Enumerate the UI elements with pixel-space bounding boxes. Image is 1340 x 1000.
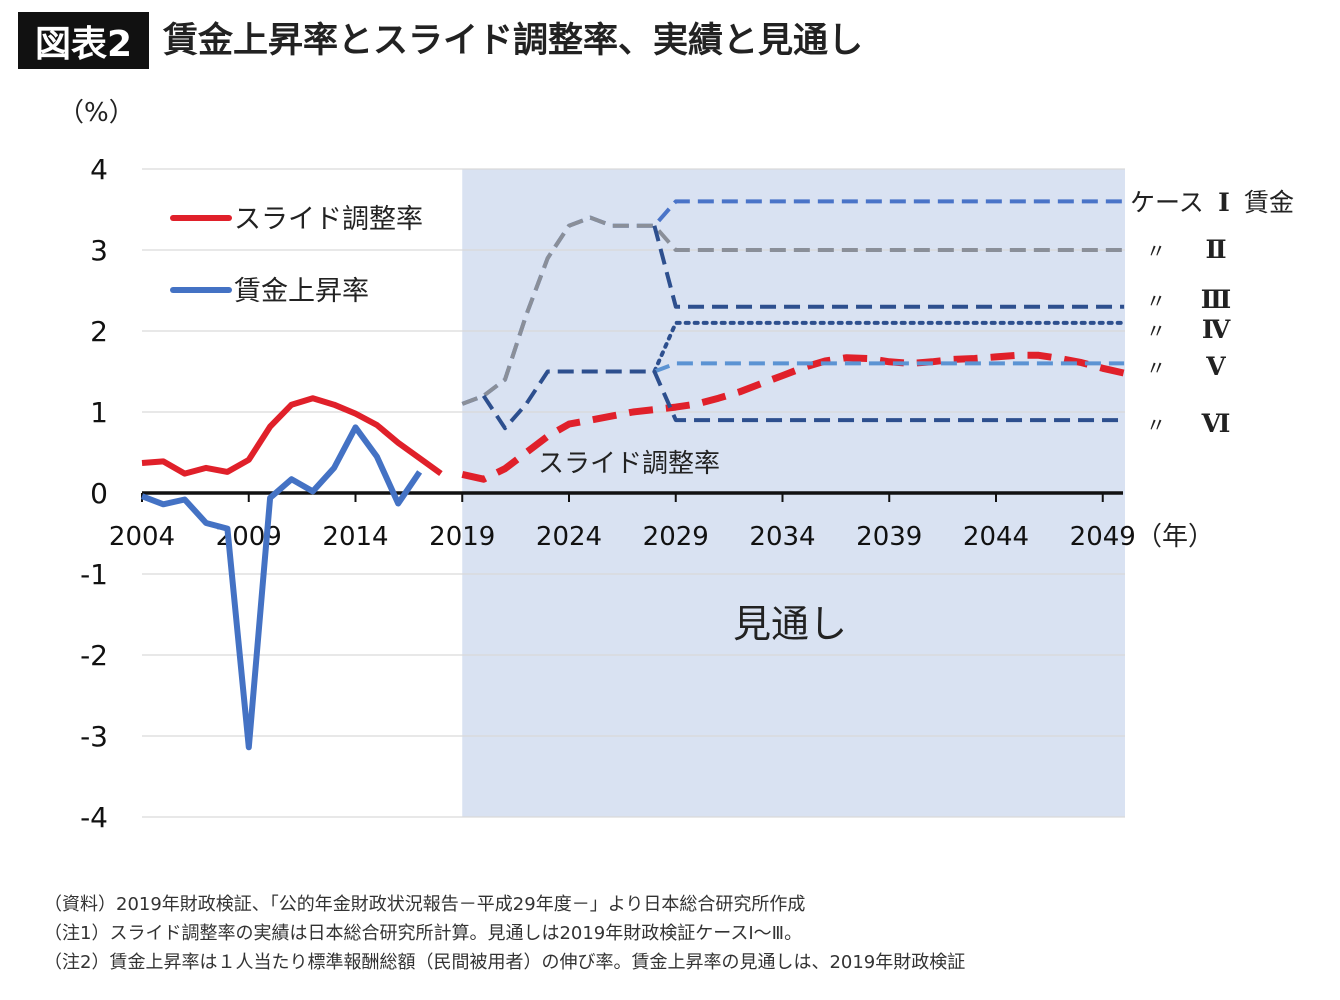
legend-label-slide_actual: スライド調整率 — [234, 204, 423, 235]
series-line-case4 — [652, 320, 1127, 374]
series-line-wage_actual — [140, 424, 423, 751]
case-label-mark: 〃 — [1146, 289, 1166, 313]
x-tick-label: 2019 — [429, 522, 495, 552]
case-label-mark: 〃 — [1146, 239, 1166, 263]
x-tick-label: 2049 — [1070, 522, 1136, 552]
case-label-numeral: Ⅱ — [1205, 235, 1226, 264]
case-label-numeral: Ⅵ — [1201, 409, 1231, 438]
y-axis-label: （%） — [58, 98, 135, 128]
x-tick-label: 2034 — [749, 522, 815, 552]
projection-label: 見通し — [733, 602, 847, 646]
slide-projection-label: スライド調整率 — [538, 449, 720, 479]
y-tick-label: -3 — [80, 720, 108, 753]
x-tick-label: 2024 — [536, 522, 602, 552]
note-1: （注1）スライド調整率の実績は日本総合研究所計算。見通しは2019年財政検証ケー… — [44, 923, 803, 944]
legend-label-wage_actual: 賃金上昇率 — [234, 276, 369, 307]
series-line-slide_actual — [141, 395, 443, 477]
case-label-numeral: Ⅴ — [1205, 352, 1226, 381]
y-tick-label: 3 — [90, 234, 108, 267]
y-tick-label: 0 — [90, 477, 108, 510]
case-label-mark: 〃 — [1146, 356, 1166, 380]
series-line-case3 — [652, 225, 1125, 309]
figure-badge: 図表2 — [18, 12, 149, 69]
x-tick-label: 2039 — [856, 522, 922, 552]
y-tick-label: 4 — [90, 153, 108, 186]
case-label-numeral: Ⅰ — [1218, 188, 1230, 217]
y-tick-label: 1 — [90, 396, 108, 429]
notes: （資料）2019年財政検証、「公的年金財政状況報告－平成29年度－」より日本総合… — [44, 890, 965, 977]
case-label-mark: ケース — [1130, 188, 1204, 217]
y-tick-label: 2 — [90, 315, 108, 348]
x-tick-label: 2044 — [963, 522, 1029, 552]
x-tick-label: 2014 — [322, 522, 388, 552]
case-label-mark: 〃 — [1146, 413, 1166, 437]
series-line-case6 — [481, 369, 1125, 431]
note-2: （注2）賃金上昇率は１人当たり標準報酬総額（民間被用者）の伸び率。賃金上昇率の見… — [44, 952, 966, 973]
x-tick-label: 2004 — [109, 522, 175, 552]
case-label-suffix: 賃金 — [1244, 188, 1294, 217]
y-tick-label: -1 — [80, 558, 108, 591]
chart-title: 賃金上昇率とスライド調整率、実績と見通し — [163, 21, 864, 61]
case-label-numeral: Ⅳ — [1202, 315, 1231, 344]
series-line-slide_projection — [461, 351, 1125, 483]
y-tick-label: -4 — [80, 801, 108, 834]
note-source: （資料）2019年財政検証、「公的年金財政状況報告－平成29年度－」より日本総合… — [44, 894, 806, 915]
case-label-mark: 〃 — [1146, 319, 1166, 343]
series-line-case2 — [461, 215, 1125, 406]
x-tick-label: 2029 — [643, 522, 709, 552]
x-axis-unit: （年） — [1136, 522, 1214, 552]
case-label-numeral: Ⅲ — [1201, 285, 1231, 314]
y-tick-label: -2 — [80, 639, 108, 672]
series-line-case5 — [653, 361, 1125, 374]
